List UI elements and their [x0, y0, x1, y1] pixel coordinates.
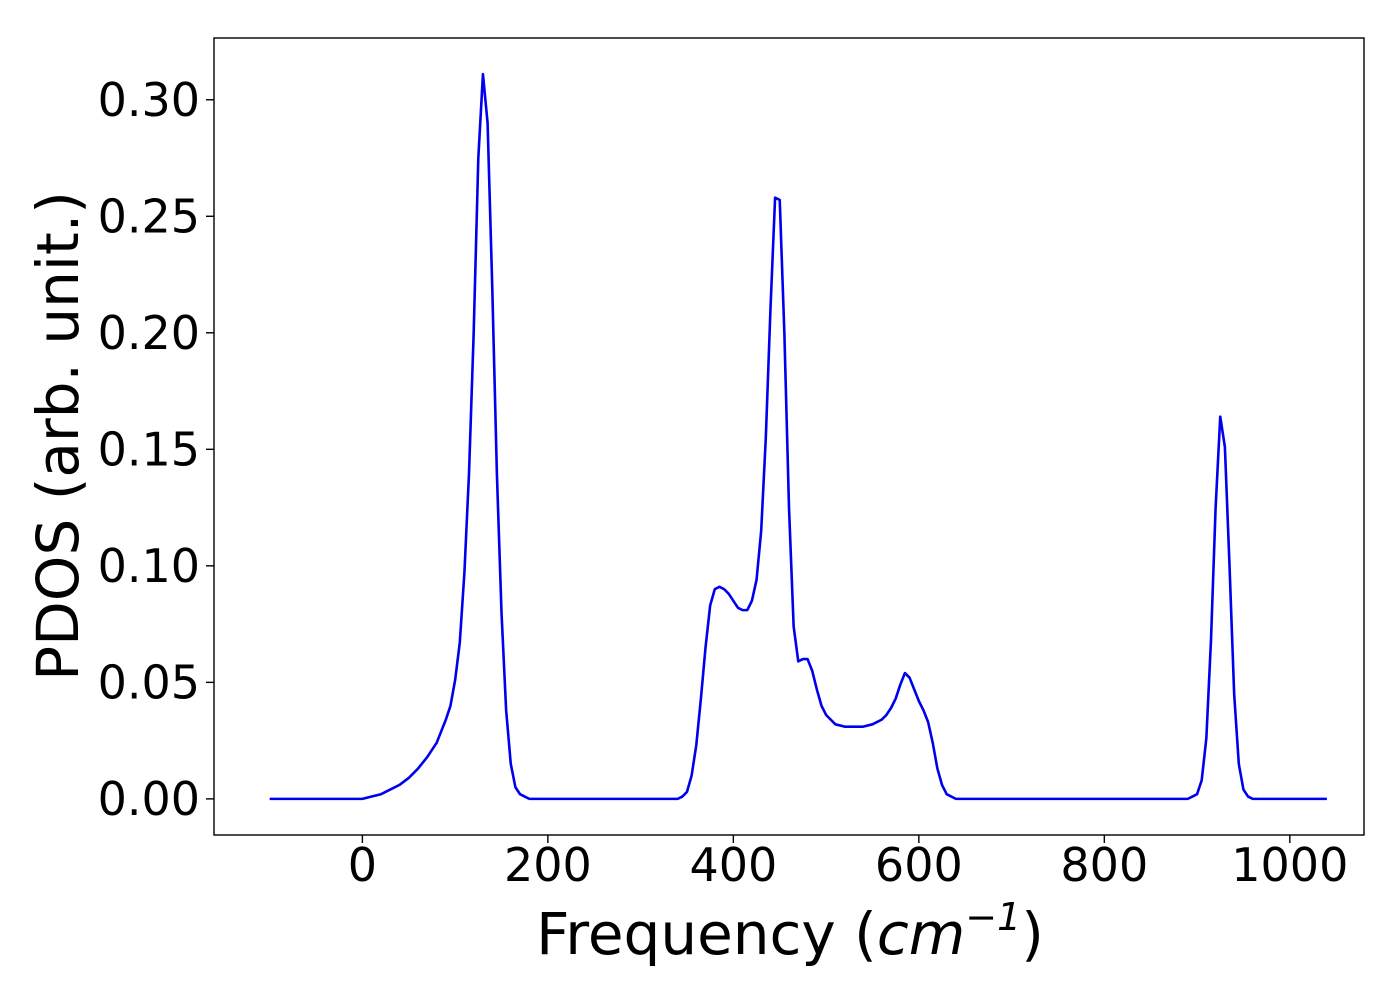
y-tick-label: 0.00	[98, 772, 200, 826]
x-axis-label-text: Frequency	[536, 900, 836, 968]
x-tick-label: 1000	[1231, 838, 1348, 892]
y-tick-label: 0.25	[98, 189, 200, 243]
x-axis-label: Frequency (cm−1)	[536, 895, 1044, 968]
x-tick-label: 200	[504, 838, 592, 892]
x-tick-label: 800	[1060, 838, 1148, 892]
y-tick-label: 0.10	[98, 539, 200, 593]
x-axis-label-close: )	[1021, 900, 1044, 968]
y-axis-label: PDOS (arb. unit.)	[24, 191, 92, 681]
series-line	[269, 72, 1327, 801]
y-tick-label: 0.05	[98, 655, 200, 709]
y-tick-label: 0.30	[98, 73, 200, 127]
ticks-layer: 0 200 400 600 800 1000 0.00 0.05 0.10 0.15 0.20 0.2…	[98, 73, 1349, 892]
x-tick-label: 0	[348, 838, 377, 892]
y-tick-label: 0.15	[98, 422, 200, 476]
x-axis-unit: cm	[877, 900, 965, 968]
plot-frame	[213, 37, 1365, 836]
x-tick-label: 400	[689, 838, 777, 892]
x-axis-label-open: (	[836, 900, 877, 968]
x-axis-unit-exponent: −1	[965, 895, 1021, 939]
y-tick-label: 0.20	[98, 306, 200, 360]
x-tick-label: 600	[875, 838, 963, 892]
